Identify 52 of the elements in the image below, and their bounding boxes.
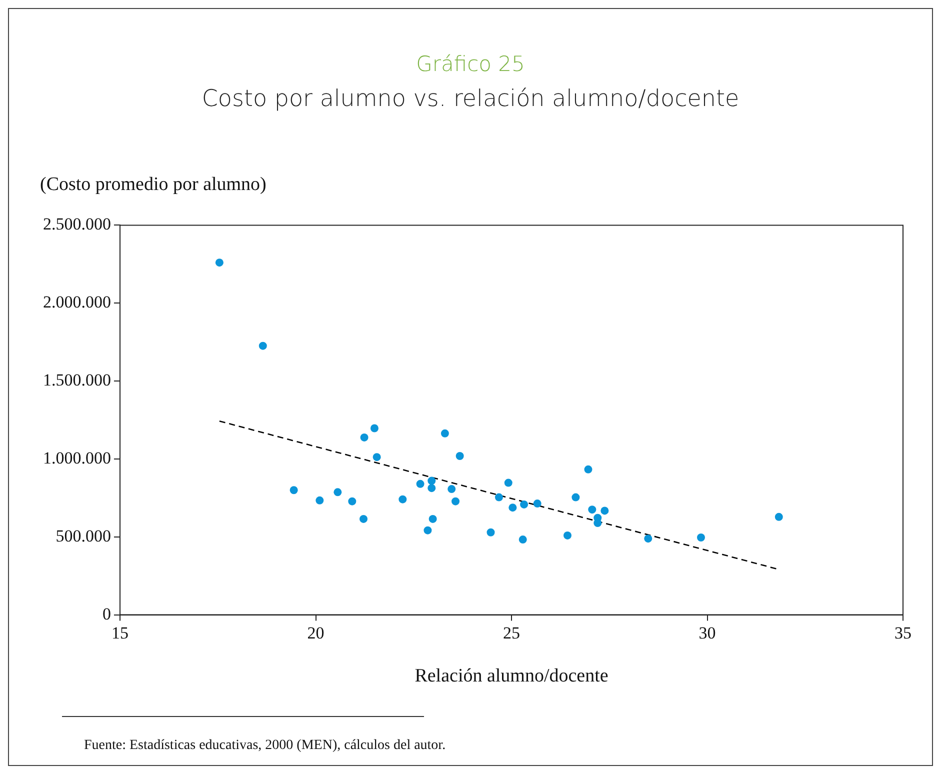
point: [594, 519, 602, 528]
point: [440, 429, 449, 438]
x-axis-title: Relación alumno/docente: [414, 666, 608, 687]
point: [428, 484, 436, 492]
point: [508, 504, 517, 512]
point: [563, 531, 572, 540]
point: [398, 495, 407, 504]
point: [774, 512, 783, 521]
point: [316, 496, 324, 504]
y-tick-label: 0: [102, 604, 111, 624]
chart-title: Gráfico 25: [415, 52, 526, 76]
point: [456, 452, 464, 460]
x-tick-label: 25: [503, 623, 520, 642]
point: [518, 536, 527, 544]
x-tick-label: 30: [698, 623, 716, 642]
point: [533, 500, 542, 508]
y-tick-label: 2.500.000: [43, 214, 111, 234]
point: [215, 258, 224, 267]
point: [448, 485, 456, 494]
y-tick-label: 500.000: [56, 526, 111, 546]
point: [520, 500, 528, 508]
point: [360, 514, 368, 523]
point: [370, 424, 378, 432]
point: [584, 465, 592, 474]
point: [258, 342, 267, 350]
y-tick-label: 1.000.000: [43, 448, 111, 468]
y-axis-title: (Costo promedio por alumno): [40, 174, 266, 196]
x-tick-label: 35: [894, 623, 912, 642]
point: [644, 534, 652, 543]
point: [424, 526, 432, 534]
point: [486, 528, 495, 536]
chart-subtitle: Costo por alumno vs. relación alumno/docente: [200, 86, 740, 112]
point: [696, 534, 705, 542]
point: [290, 486, 298, 494]
y-tick-label: 1.500.000: [43, 370, 111, 390]
point: [416, 480, 424, 488]
point: [572, 493, 580, 502]
point: [588, 506, 596, 514]
y-tick-label: 2.000.000: [43, 292, 111, 312]
point: [452, 497, 460, 506]
point: [428, 514, 437, 523]
point: [494, 493, 503, 502]
point: [504, 478, 512, 487]
point: [600, 506, 609, 515]
point: [334, 488, 342, 496]
x-tick-label: 15: [112, 623, 128, 642]
x-tick-label: 20: [307, 623, 324, 642]
point: [428, 476, 436, 485]
source-note: Fuente: Estadísticas educativas, 2000 (MEN), cálculos del autor.: [84, 738, 446, 754]
point: [348, 497, 356, 506]
point: [360, 433, 368, 442]
point: [372, 453, 381, 462]
